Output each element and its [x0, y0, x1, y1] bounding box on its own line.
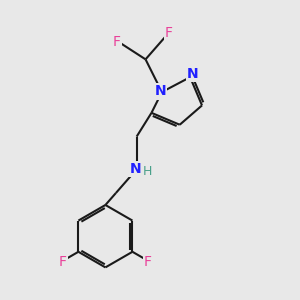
Text: F: F: [59, 255, 67, 269]
Text: F: F: [165, 26, 173, 40]
Text: F: F: [113, 34, 121, 49]
Text: N: N: [154, 84, 166, 98]
Text: N: N: [187, 67, 198, 81]
Text: F: F: [144, 255, 152, 269]
Text: N: N: [129, 162, 141, 176]
Text: H: H: [143, 165, 153, 178]
